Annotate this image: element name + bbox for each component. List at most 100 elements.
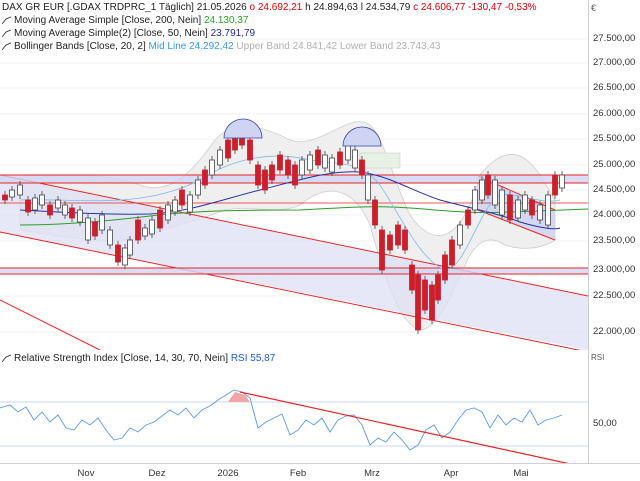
price-axis-label: 22.500,00 xyxy=(593,290,636,301)
bollinger-label: Bollinger Bands xyxy=(14,41,85,52)
candle-body xyxy=(209,159,215,176)
line-indicator-icon xyxy=(2,354,11,363)
time-axis-label: Nov xyxy=(77,468,95,479)
rsi-legend[interactable]: Relative Strength Index [Close, 14, 30, … xyxy=(2,353,275,364)
candle-body xyxy=(157,209,163,229)
legend-ma200[interactable]: Moving Average Simple [Close, 200, Nein]… xyxy=(2,14,537,27)
candle-body xyxy=(277,154,283,171)
price-axis-label: 25.500,00 xyxy=(593,133,636,144)
legend-ma50[interactable]: Moving Average Simple(2) [Close, 50, Nei… xyxy=(2,27,537,40)
time-axis-label: Mai xyxy=(513,468,529,479)
candle-body xyxy=(442,254,448,281)
candle-body xyxy=(135,219,141,241)
candle-body xyxy=(69,207,75,219)
bollinger-upper-value: 24.841,42 xyxy=(292,41,338,52)
candle-body xyxy=(387,234,393,251)
candle-body xyxy=(465,209,471,226)
rounded-top-marker xyxy=(342,126,382,147)
lower-trend-line xyxy=(0,299,101,350)
ma200-value: 24.130,37 xyxy=(203,15,249,26)
candle-body xyxy=(115,244,121,263)
change-pct-value: -0,53% xyxy=(504,2,537,13)
candle-body xyxy=(395,224,401,246)
change-value: -130,47 xyxy=(468,2,503,13)
candle-body xyxy=(352,149,358,169)
candle-body xyxy=(409,264,415,291)
candle-body xyxy=(522,194,528,211)
time-axis-label: Apr xyxy=(443,468,459,479)
candle-body xyxy=(545,194,551,226)
price-axis[interactable]: 27.500,00 27.000,00 26.500,00 26.000,00 25.5… xyxy=(588,0,640,350)
price-axis-label: 27.000,00 xyxy=(593,57,636,68)
candle-body xyxy=(107,229,113,246)
high-icon: h xyxy=(305,2,311,13)
candle-body xyxy=(2,194,8,201)
candle-body xyxy=(299,159,305,176)
high-value: 24.894,63 xyxy=(313,2,359,13)
candle-body xyxy=(32,197,38,211)
candle-body xyxy=(179,189,185,206)
rsi-unit-label: RSI xyxy=(591,353,605,362)
candle-body xyxy=(17,184,23,196)
rsi-axis[interactable]: 50,00 xyxy=(588,350,640,463)
rsi-overbought-area xyxy=(228,392,250,402)
gap-box xyxy=(359,152,401,169)
price-axis-label: 27.500,00 xyxy=(593,33,636,44)
bollinger-lower-value: 23.743,43 xyxy=(396,41,441,52)
candle-body xyxy=(77,209,83,223)
rsi-trend-line xyxy=(239,391,569,463)
candle-body xyxy=(292,164,298,186)
price-axis-label: 22.000,00 xyxy=(593,326,636,337)
candle-body xyxy=(269,164,275,181)
rsi-value: 55,87 xyxy=(250,353,276,364)
rsi-value-label: RSI xyxy=(230,353,248,364)
price-chart[interactable] xyxy=(0,0,588,350)
candle-body xyxy=(217,149,223,166)
rsi-line xyxy=(0,389,588,463)
candle-body xyxy=(307,154,313,171)
candle-body xyxy=(359,159,365,176)
candle-body xyxy=(122,247,128,266)
candle-body xyxy=(457,224,463,246)
candle-body xyxy=(315,149,321,166)
bollinger-lower-label: Lower Band xyxy=(339,41,394,52)
candle-body xyxy=(529,199,535,216)
candle-body xyxy=(345,144,351,161)
ma50-value: 23.791,79 xyxy=(210,28,256,39)
legend-bollinger[interactable]: Bollinger Bands [Close, 20, 2] Mid Line … xyxy=(2,40,537,53)
low-value: 24.534,79 xyxy=(365,2,411,13)
open-value: 24.692,21 xyxy=(257,2,303,13)
candle-body xyxy=(507,194,513,221)
candle-body xyxy=(422,279,428,311)
ma50-label: Moving Average Simple(2) xyxy=(14,28,132,39)
rsi-chart[interactable] xyxy=(0,350,588,463)
candle-body xyxy=(492,179,498,206)
line-indicator-icon xyxy=(2,42,11,51)
price-axis-label: 24.500,00 xyxy=(593,184,636,195)
close-icon: c xyxy=(413,2,419,13)
support-zone xyxy=(0,268,588,274)
channel-lower-line xyxy=(0,231,581,350)
bollinger-upper-label: Upper Band xyxy=(236,41,290,52)
candle-body xyxy=(449,239,455,266)
candle-body xyxy=(165,204,171,221)
candle-body xyxy=(225,139,231,159)
candle-body xyxy=(472,189,478,211)
candle-body xyxy=(479,179,485,201)
candle-body xyxy=(149,219,155,235)
candle-body xyxy=(202,169,208,186)
time-axis-label: Mrz xyxy=(364,468,380,479)
candle-body xyxy=(187,194,193,213)
chart-annotations xyxy=(223,118,382,147)
candle-body xyxy=(142,227,148,237)
candle-body xyxy=(172,199,178,213)
time-axis-label: 2026 xyxy=(217,468,239,479)
legend-header: DAX GR EUR [.GDAX TRDPRC_1 Täglich] 21.0… xyxy=(2,1,537,14)
line-indicator-icon xyxy=(2,16,11,25)
close-value: 24.606,77 xyxy=(420,2,466,13)
price-axis-label: 24.000,00 xyxy=(593,209,636,220)
price-axis-label: 23.000,00 xyxy=(593,264,636,275)
price-axis-label: 25.000,00 xyxy=(593,159,636,170)
candle-body xyxy=(62,204,68,216)
time-axis[interactable]: Nov Dez 2026 Feb Mrz Apr Mai xyxy=(0,463,640,481)
